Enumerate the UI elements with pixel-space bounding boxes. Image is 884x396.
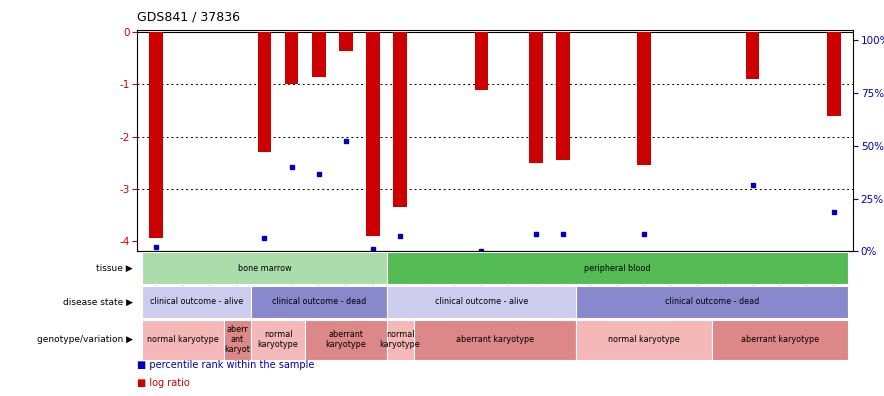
Text: GDS841 / 37836: GDS841 / 37836 — [137, 11, 240, 24]
Bar — [386, 286, 576, 318]
Bar — [475, 32, 488, 90]
Bar — [556, 32, 569, 160]
Text: aberrant
karyotype: aberrant karyotype — [325, 330, 366, 349]
Bar — [142, 320, 224, 360]
Text: ■ log ratio: ■ log ratio — [137, 378, 190, 388]
Bar — [305, 320, 386, 360]
Bar — [576, 286, 848, 318]
Text: clinical outcome - dead: clinical outcome - dead — [271, 297, 366, 307]
Text: tissue ▶: tissue ▶ — [96, 264, 133, 273]
Text: clinical outcome - alive: clinical outcome - alive — [150, 297, 243, 307]
Text: bone marrow: bone marrow — [238, 264, 292, 273]
Bar — [339, 32, 353, 51]
Text: ■ percentile rank within the sample: ■ percentile rank within the sample — [137, 360, 315, 370]
Text: normal
karyotype: normal karyotype — [380, 330, 421, 349]
Bar — [312, 32, 325, 77]
Bar — [746, 32, 759, 79]
Bar — [386, 320, 414, 360]
Bar — [827, 32, 841, 116]
Bar — [529, 32, 543, 163]
Text: aberrant karyotype: aberrant karyotype — [456, 335, 534, 344]
Bar — [251, 286, 386, 318]
Bar — [251, 320, 305, 360]
Bar — [149, 32, 163, 238]
Text: aberrant karyotype: aberrant karyotype — [741, 335, 819, 344]
Bar — [386, 252, 848, 284]
Text: clinical outcome - alive: clinical outcome - alive — [435, 297, 528, 307]
Bar — [366, 32, 380, 236]
Text: aberr
ant
karyot: aberr ant karyot — [225, 325, 250, 354]
Bar — [142, 252, 386, 284]
Text: disease state ▶: disease state ▶ — [63, 297, 133, 307]
Bar — [224, 320, 251, 360]
Bar — [258, 32, 271, 152]
Text: normal karyotype: normal karyotype — [148, 335, 219, 344]
Bar — [712, 320, 848, 360]
Bar — [285, 32, 299, 84]
Bar — [637, 32, 651, 166]
Text: peripheral blood: peripheral blood — [583, 264, 651, 273]
Bar — [576, 320, 712, 360]
Text: clinical outcome - dead: clinical outcome - dead — [665, 297, 759, 307]
Bar — [393, 32, 407, 207]
Text: normal
karyotype: normal karyotype — [257, 330, 299, 349]
Text: normal karyotype: normal karyotype — [608, 335, 680, 344]
Bar — [142, 286, 251, 318]
Text: genotype/variation ▶: genotype/variation ▶ — [36, 335, 133, 344]
Bar — [414, 320, 576, 360]
